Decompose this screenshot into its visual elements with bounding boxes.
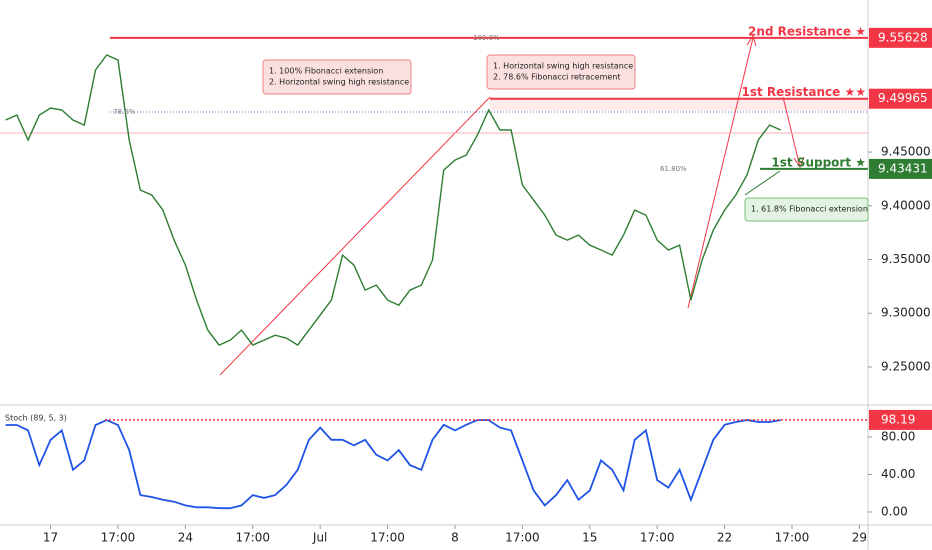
annotation-text: 1. 61.8% Fibonacci extension xyxy=(751,205,868,214)
level-name: 1st Resistance ★★ xyxy=(741,85,866,99)
x-tick-label: Jul xyxy=(312,531,327,545)
x-tick-label: 22 xyxy=(717,531,732,545)
x-tick-label: 17:00 xyxy=(640,531,675,545)
x-tick-label: 17:00 xyxy=(101,531,136,545)
stoch-tag-label: 98.19 xyxy=(881,412,915,426)
y-tick-label: 0.00 xyxy=(881,504,908,518)
series-line xyxy=(5,54,781,347)
y-tick-label: 9.40000 xyxy=(881,198,931,212)
x-tick-label: 17:00 xyxy=(370,531,405,545)
stoch-title: Stoch (89, 5, 3) xyxy=(5,414,67,423)
annotation-box xyxy=(262,59,412,95)
annotation-box xyxy=(486,54,636,90)
stoch-tag xyxy=(869,409,932,430)
price-tag-label: 9.43431 xyxy=(878,161,928,175)
annotation-text: 1. 100% Fibonacci extension xyxy=(269,67,383,76)
x-tick-label: 17 xyxy=(43,531,58,545)
x-tick-label: 17:00 xyxy=(235,531,270,545)
fib-label: 100.0% xyxy=(473,34,500,42)
x-tick-label: 8 xyxy=(451,531,459,545)
annotation-text: 2. 78.6% Fibonacci retracement xyxy=(493,73,621,82)
x-tick-label: 17:00 xyxy=(775,531,810,545)
x-tick-label: 29 xyxy=(852,531,867,545)
series-line xyxy=(5,419,781,510)
x-tick-label: 24 xyxy=(178,531,193,545)
annotation-box xyxy=(744,197,869,222)
price-tag xyxy=(869,88,932,109)
x-tick-label: 15 xyxy=(582,531,597,545)
annotation-text: 1. Horizontal swing high resistance xyxy=(493,62,633,71)
y-tick-label: 9.30000 xyxy=(881,306,931,320)
annotation-text: 2. Horizontal swing high resistance xyxy=(269,78,409,87)
fib-label: 61.80% xyxy=(660,165,687,173)
resistance-zone xyxy=(490,98,868,111)
price-tag-label: 9.49965 xyxy=(878,91,928,105)
y-tick-label: 9.45000 xyxy=(881,145,931,159)
y-tick-label: 9.25000 xyxy=(881,359,931,373)
price-tag xyxy=(869,27,932,48)
fib-label: 78.6% xyxy=(113,108,136,116)
level-name: 2nd Resistance ★ xyxy=(748,24,866,38)
price-tag xyxy=(869,158,932,179)
x-tick-label: 17:00 xyxy=(505,531,540,545)
y-tick-label: 9.35000 xyxy=(881,252,931,266)
y-tick-label: 40.00 xyxy=(881,467,915,481)
swing-arrows xyxy=(219,34,805,376)
price-tag-label: 9.55628 xyxy=(878,30,928,44)
y-tick-label: 80.00 xyxy=(881,429,915,443)
level-name: 1st Support ★ xyxy=(771,155,866,169)
